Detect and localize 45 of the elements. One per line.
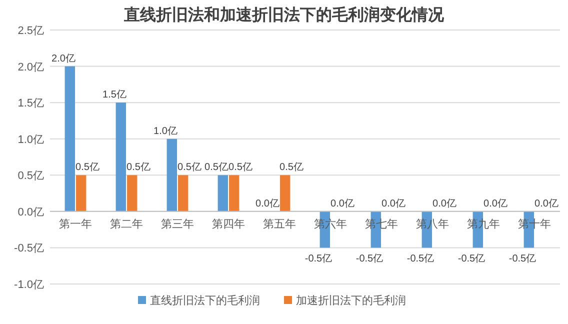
- data-label: -0.5亿: [508, 254, 536, 265]
- data-label: 0.5亿: [178, 162, 202, 174]
- data-label: 0.5亿: [228, 162, 252, 174]
- data-label: 0.5亿: [76, 162, 100, 174]
- bar: [116, 102, 126, 212]
- y-tick-label: 0.5亿: [18, 170, 44, 182]
- y-tick-label: 0.0亿: [18, 206, 44, 218]
- legend-label: 直线折旧法下的毛利润: [150, 294, 260, 307]
- y-tick-label: 2.0亿: [18, 61, 44, 74]
- data-label: -0.5亿: [304, 254, 332, 265]
- bar: [229, 175, 240, 212]
- chart-title: 直线折旧法和加速折旧法下的毛利润变化情况: [123, 6, 445, 24]
- data-label: 1.5亿: [102, 90, 126, 101]
- bar: [127, 175, 138, 212]
- bar: [64, 66, 75, 212]
- x-tick-label: 第三年: [161, 218, 194, 230]
- data-label: -0.5亿: [458, 254, 486, 265]
- data-label: 0.0亿: [484, 198, 508, 210]
- data-label: -0.5亿: [356, 254, 384, 265]
- data-label: 0.5亿: [204, 162, 228, 174]
- data-label: 2.0亿: [52, 53, 76, 64]
- legend-label: 加速折旧法下的毛利润: [296, 294, 406, 307]
- bar: [218, 175, 228, 212]
- data-label: 0.5亿: [126, 162, 150, 174]
- x-tick-label: 第二年: [110, 218, 143, 230]
- bar: [166, 138, 177, 212]
- x-tick-label: 第四年: [212, 218, 245, 230]
- data-label: 0.0亿: [256, 198, 280, 210]
- data-label: 0.0亿: [432, 198, 456, 210]
- data-label: 0.0亿: [330, 198, 354, 210]
- data-label: 1.0亿: [154, 126, 178, 137]
- y-tick-label: 1.5亿: [18, 98, 44, 110]
- bar: [76, 175, 86, 212]
- data-label: 0.5亿: [280, 162, 304, 174]
- y-tick-label: 1.0亿: [18, 134, 44, 146]
- y-tick-label: 2.5亿: [18, 25, 44, 37]
- x-tick-label: 第一年: [59, 218, 92, 230]
- y-tick-label: -1.0亿: [14, 279, 44, 291]
- bar: [280, 175, 290, 212]
- y-tick-label: -0.5亿: [14, 242, 44, 255]
- x-tick-label: 第五年: [263, 218, 296, 230]
- data-label: 0.0亿: [534, 198, 558, 210]
- data-label: 0.0亿: [382, 198, 406, 210]
- data-label: -0.5亿: [406, 254, 434, 265]
- bar: [178, 175, 188, 212]
